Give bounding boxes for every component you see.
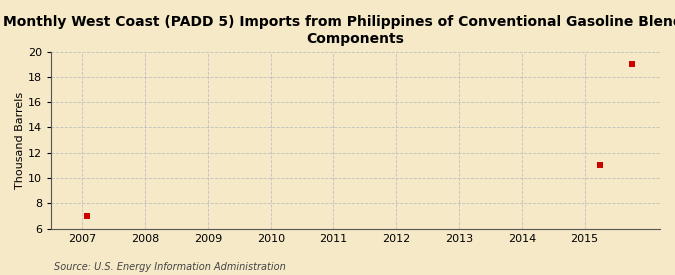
Title: Monthly West Coast (PADD 5) Imports from Philippines of Conventional Gasoline Bl: Monthly West Coast (PADD 5) Imports from… (3, 15, 675, 46)
Text: Source: U.S. Energy Information Administration: Source: U.S. Energy Information Administ… (54, 262, 286, 272)
Y-axis label: Thousand Barrels: Thousand Barrels (15, 92, 25, 189)
